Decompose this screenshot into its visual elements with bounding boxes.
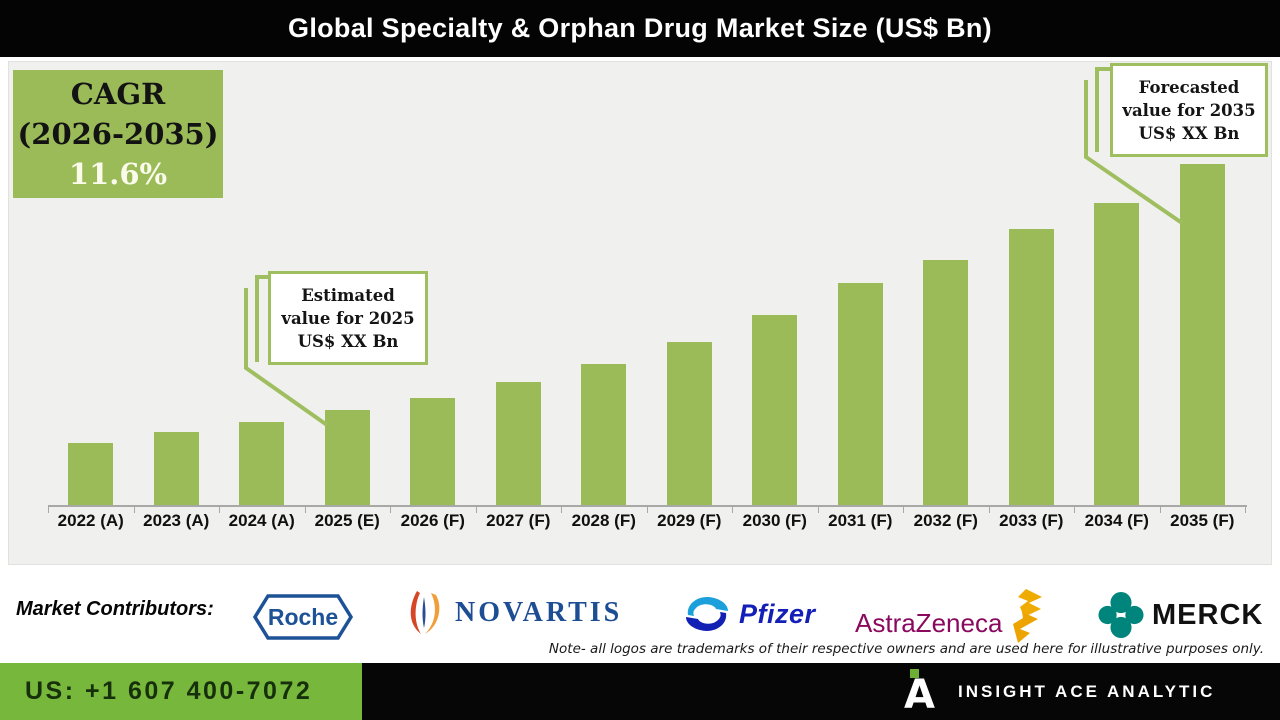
merck-wordmark: MERCK [1152, 598, 1264, 631]
bar-2033 [1008, 229, 1054, 505]
estimated-callout-line2: value for 2025 [281, 308, 415, 328]
axis-tick [1245, 507, 1246, 513]
bar-column-2026 [390, 164, 476, 505]
estimated-callout-line1: Estimated [301, 285, 395, 305]
bar-2029 [666, 342, 712, 505]
novartis-wordmark: NOVARTIS [455, 597, 623, 628]
bar-column-2029 [647, 164, 733, 505]
x-label-2033: 2033 (F) [999, 511, 1064, 530]
forecasted-callout-line1: Forecasted [1138, 77, 1240, 97]
title-bar: Global Specialty & Orphan Drug Market Si… [0, 0, 1280, 57]
axis-tick [48, 507, 49, 513]
bar-2024 [239, 422, 285, 505]
axis-tick [732, 507, 733, 513]
bar-2031 [837, 283, 883, 505]
x-label-2022: 2022 (A) [57, 511, 124, 530]
x-label-2024: 2024 (A) [228, 511, 295, 530]
logo-a-glyph: A [904, 671, 935, 718]
axis-tick [1074, 507, 1075, 513]
bar-2027 [495, 382, 541, 505]
x-label-2032: 2032 (F) [913, 511, 978, 530]
bar-chart [48, 164, 1245, 505]
x-label-2030: 2030 (F) [742, 511, 807, 530]
bar-2028 [581, 364, 627, 505]
insight-ace-logo-icon: A [902, 667, 942, 717]
astrazeneca-wordmark: AstraZeneca [855, 607, 1003, 638]
novartis-flame-icon [410, 591, 440, 634]
logo-green-dot [910, 668, 919, 678]
brand-name: INSIGHT ACE ANALYTIC [958, 681, 1216, 701]
roche-hexagon-icon: Roche [252, 594, 354, 640]
bar-column-2025 [305, 164, 391, 505]
x-label-2029: 2029 (F) [657, 511, 722, 530]
bar-2035 [1179, 164, 1225, 505]
bar-column-2027 [476, 164, 562, 505]
axis-tick [390, 507, 391, 513]
astrazeneca-logo: AstraZeneca [855, 588, 1048, 644]
forecasted-value-callout: Forecasted value for 2035 US$ XX Bn [1110, 63, 1268, 157]
estimated-value-callout: Estimated value for 2025 US$ XX Bn [268, 271, 428, 365]
axis-tick [304, 507, 306, 513]
roche-wordmark: Roche [268, 604, 338, 630]
merck-logo: MERCK [1098, 592, 1263, 638]
bar-column-2023 [134, 164, 220, 505]
bar-2026 [410, 398, 456, 505]
x-axis-labels: 2022 (A) 2023 (A) 2024 (A) 2025 (E) 2026 (F)… [48, 511, 1245, 531]
bar-column-2035 [1160, 164, 1246, 505]
forecasted-callout-line2: value for 2035 [1122, 100, 1256, 120]
x-label-2023: 2023 (A) [143, 511, 210, 530]
axis-tick [475, 507, 477, 513]
bar-column-2032 [903, 164, 989, 505]
bar-column-2024 [219, 164, 305, 505]
x-label-2028: 2028 (F) [571, 511, 636, 530]
roche-logo: Roche [252, 593, 354, 641]
x-axis [48, 505, 1247, 513]
x-label-2034: 2034 (F) [1084, 511, 1149, 530]
bar-2025 [324, 410, 370, 505]
x-label-2031: 2031 (F) [828, 511, 893, 530]
axis-tick [1159, 507, 1161, 513]
pfizer-logo: Pfizer [683, 592, 816, 636]
novartis-logo: NOVARTIS [405, 588, 622, 638]
cagr-period: (2026-2035) [17, 117, 219, 151]
bar-2034 [1094, 203, 1140, 505]
x-label-2026: 2026 (F) [400, 511, 465, 530]
bar-column-2031 [818, 164, 904, 505]
x-label-2025: 2025 (E) [314, 511, 380, 530]
cagr-label: CAGR [70, 77, 166, 111]
x-label-2027: 2027 (F) [486, 511, 551, 530]
bar-column-2022 [48, 164, 134, 505]
x-label-2035: 2035 (F) [1170, 511, 1235, 530]
cagr-box: CAGR (2026-2035) 11.6% [13, 70, 223, 198]
merck-circles-icon [1098, 592, 1144, 638]
pfizer-wordmark: Pfizer [739, 598, 816, 629]
forecasted-callout-value: US$ XX Bn [1138, 123, 1240, 143]
phone-number: US: +1 607 400-7072 [25, 677, 313, 705]
axis-tick [903, 507, 904, 513]
bar-2030 [752, 315, 798, 505]
phone-bar: US: +1 607 400-7072 [0, 663, 362, 720]
trademark-note: Note- all logos are trademarks of their … [548, 641, 1264, 657]
pfizer-swirl-icon [686, 597, 728, 631]
axis-tick [988, 507, 990, 513]
bar-2022 [68, 443, 114, 505]
page-title: Global Specialty & Orphan Drug Market Si… [288, 13, 992, 43]
cagr-value: 11.6% [68, 157, 168, 191]
axis-tick [133, 507, 135, 513]
estimated-callout-value: US$ XX Bn [297, 331, 399, 351]
axis-tick [646, 507, 648, 513]
brand-bar: A INSIGHT ACE ANALYTIC [362, 663, 1280, 720]
bar-column-2033 [989, 164, 1075, 505]
axis-tick [561, 507, 562, 513]
bar-column-2030 [732, 164, 818, 505]
market-contributors-label: Market Contributors: [16, 598, 214, 620]
bar-2032 [923, 260, 969, 505]
bar-column-2028 [561, 164, 647, 505]
bar-2023 [153, 432, 199, 505]
bar-column-2034 [1074, 164, 1160, 505]
axis-tick [219, 507, 220, 513]
astrazeneca-ribbon-icon [1013, 589, 1043, 643]
axis-tick [817, 507, 819, 513]
